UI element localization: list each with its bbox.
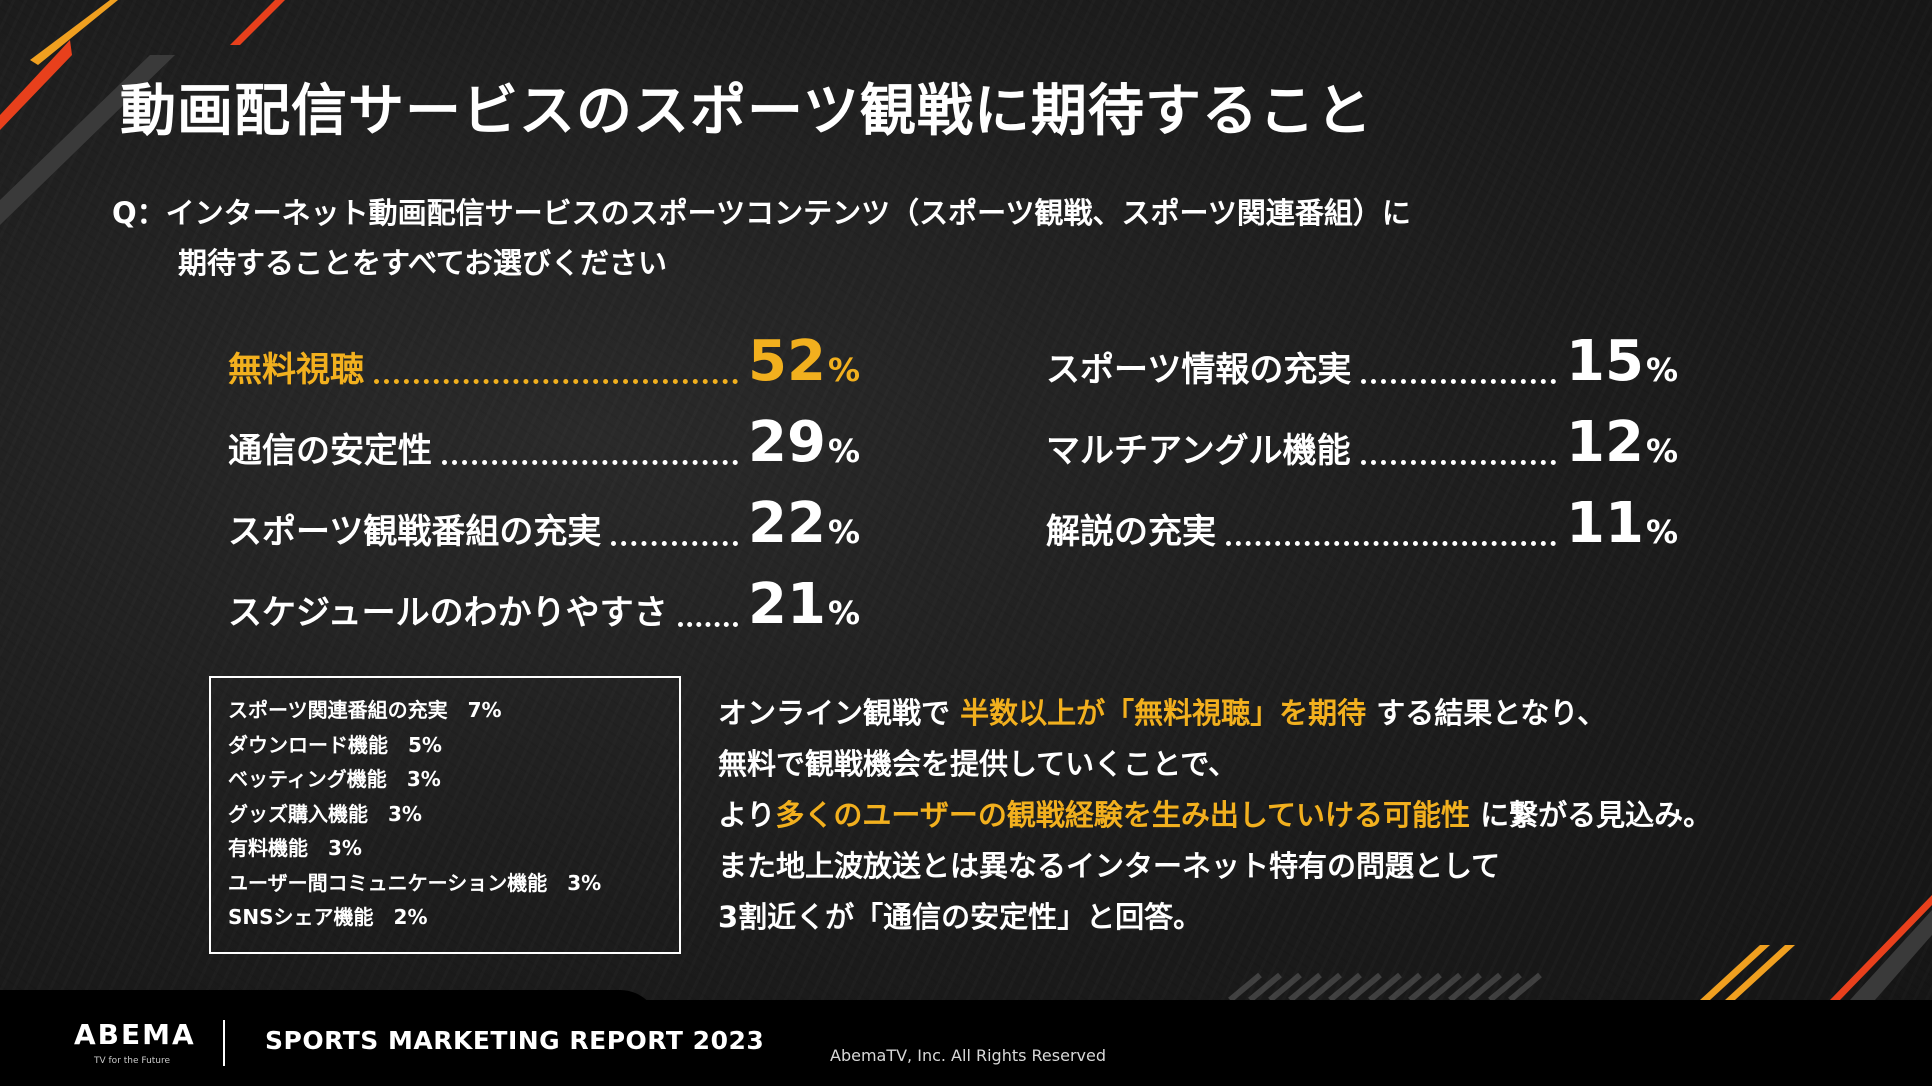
other-label: グッズ購入機能 — [228, 801, 368, 826]
summary-line-2: 無料で観戦機会を提供していくことで、 — [718, 747, 1238, 781]
other-label: 有料機能 — [228, 836, 308, 860]
leader-dots — [1226, 541, 1556, 546]
summary-highlight: 多くのユーザーの観戦経験を生み出していける可能性 — [775, 798, 1470, 832]
question-line-2: 期待することをすべてお選びください — [178, 246, 667, 280]
result-unit: % — [1645, 351, 1678, 389]
result-label: スポーツ観戦番組の充実 — [228, 512, 602, 552]
other-label: ベッティング機能 — [228, 767, 387, 791]
result-unit: % — [827, 432, 860, 470]
result-value: 12 — [1566, 410, 1644, 475]
result-label: スポーツ情報の充実 — [1046, 350, 1352, 390]
other-label: SNSシェア機能 — [228, 905, 374, 929]
result-value: 29 — [748, 410, 826, 475]
list-item: SNSシェア機能 2% — [228, 900, 679, 935]
top-left-stripe-gray — [0, 55, 175, 225]
result-item-sports-programs: スポーツ観戦番組の充実 22 % — [228, 491, 860, 556]
report-name: SPORTS MARKETING REPORT 2023 — [265, 1026, 765, 1055]
logo-tagline: TV for the Future — [94, 1056, 171, 1066]
other-value: 3% — [406, 767, 441, 791]
summary-line-5: 3割近くが「通信の安定性」と回答。 — [718, 900, 1203, 934]
summary-text-segment: する結果となり、 — [1376, 696, 1607, 730]
result-unit: % — [1645, 513, 1678, 551]
result-label: 解説の充実 — [1046, 512, 1216, 552]
leader-dots — [442, 460, 738, 465]
other-value: 2% — [393, 905, 428, 929]
question-line-1: Q：インターネット動画配信サービスのスポーツコンテンツ（スポーツ観戦、スポーツ関… — [112, 196, 1411, 230]
bottom-right-stripe-red — [1830, 895, 1932, 1000]
top-left-stripe-red-2 — [230, 0, 285, 45]
summary-text-segment: に繋がる見込み。 — [1480, 798, 1713, 832]
other-label: スポーツ関連番組の充実 — [228, 698, 448, 722]
result-value: 15 — [1566, 329, 1644, 394]
result-item-free-viewing: 無料視聴 52 % — [228, 329, 860, 394]
result-label: 無料視聴 — [228, 350, 364, 390]
summary-line-3: より多くのユーザーの観戦経験を生み出していける可能性 に繋がる見込み。 — [718, 790, 1712, 841]
footer-tab — [0, 990, 660, 1086]
survey-question: Q：インターネット動画配信サービスのスポーツコンテンツ（スポーツ観戦、スポーツ関… — [112, 188, 1411, 288]
other-label: ユーザー間コミュニケーション機能 — [228, 870, 548, 895]
list-item: スポーツ関連番組の充実 7% — [228, 693, 679, 728]
top-left-stripe-red — [0, 40, 72, 130]
other-value: 7% — [467, 698, 502, 722]
result-label: スケジュールのわかりやすさ — [228, 593, 668, 633]
abema-logo: ABEMA — [74, 1018, 196, 1051]
result-item-multi-angle: マルチアングル機能 12 % — [1046, 410, 1678, 475]
leader-dots — [677, 622, 738, 627]
top-left-stripe-orange — [30, 0, 118, 65]
leader-dots — [374, 379, 738, 384]
copyright-text: AbemaTV, Inc. All Rights Reserved — [830, 1046, 1106, 1065]
result-value: 52 — [748, 329, 826, 394]
result-value: 22 — [748, 491, 826, 556]
summary-text: オンライン観戦で 半数以上が「無料視聴」を期待 する結果となり、 無料で観戦機会… — [718, 688, 1712, 943]
summary-line-4: また地上波放送とは異なるインターネット特有の問題として — [718, 849, 1501, 883]
result-label: マルチアングル機能 — [1046, 431, 1351, 471]
other-value: 3% — [567, 870, 602, 895]
result-value: 11 — [1566, 491, 1644, 556]
result-item-commentary: 解説の充実 11 % — [1046, 491, 1678, 556]
other-value: 3% — [328, 836, 362, 860]
result-item-sports-info: スポーツ情報の充実 15 % — [1046, 329, 1678, 394]
summary-line-1: オンライン観戦で 半数以上が「無料視聴」を期待 する結果となり、 — [718, 688, 1712, 739]
result-unit: % — [827, 351, 860, 389]
list-item: 有料機能 3% — [228, 831, 679, 866]
slide-title: 動画配信サービスのスポーツ観戦に期待すること — [120, 79, 1373, 144]
other-responses-box: スポーツ関連番組の充実 7% ダウンロード機能 5% ベッティング機能 3% グッズ購… — [209, 676, 681, 954]
leader-dots — [1360, 460, 1556, 465]
result-unit: % — [827, 513, 860, 551]
list-item: ユーザー間コミュニケーション機能 3% — [228, 866, 679, 901]
result-item-connection-stability: 通信の安定性 29 % — [228, 410, 860, 475]
list-item: ダウンロード機能 5% — [228, 728, 679, 763]
other-value: 5% — [408, 732, 442, 757]
list-item: グッズ購入機能 3% — [228, 797, 679, 832]
summary-highlight: 半数以上が「無料視聴」を期待 — [960, 696, 1367, 730]
result-unit: % — [1645, 432, 1678, 470]
footer-divider — [223, 1020, 225, 1066]
bottom-hatch-pattern — [1228, 972, 1542, 1003]
bottom-right-stripe-orange-1 — [1700, 945, 1770, 1000]
summary-text-segment: オンライン観戦で — [718, 696, 951, 730]
summary-text-segment: より — [718, 798, 776, 832]
result-value: 21 — [748, 572, 826, 637]
bottom-right-stripe-orange-2 — [1725, 945, 1795, 1000]
bottom-right-stripe-gray — [1850, 910, 1932, 1000]
list-item: ベッティング機能 3% — [228, 762, 679, 797]
result-label: 通信の安定性 — [228, 431, 432, 471]
leader-dots — [611, 541, 738, 546]
leader-dots — [1361, 379, 1556, 384]
result-item-schedule-clarity: スケジュールのわかりやすさ 21 % — [228, 572, 860, 637]
other-label: ダウンロード機能 — [228, 732, 388, 757]
result-unit: % — [827, 594, 860, 632]
other-value: 3% — [388, 801, 422, 826]
